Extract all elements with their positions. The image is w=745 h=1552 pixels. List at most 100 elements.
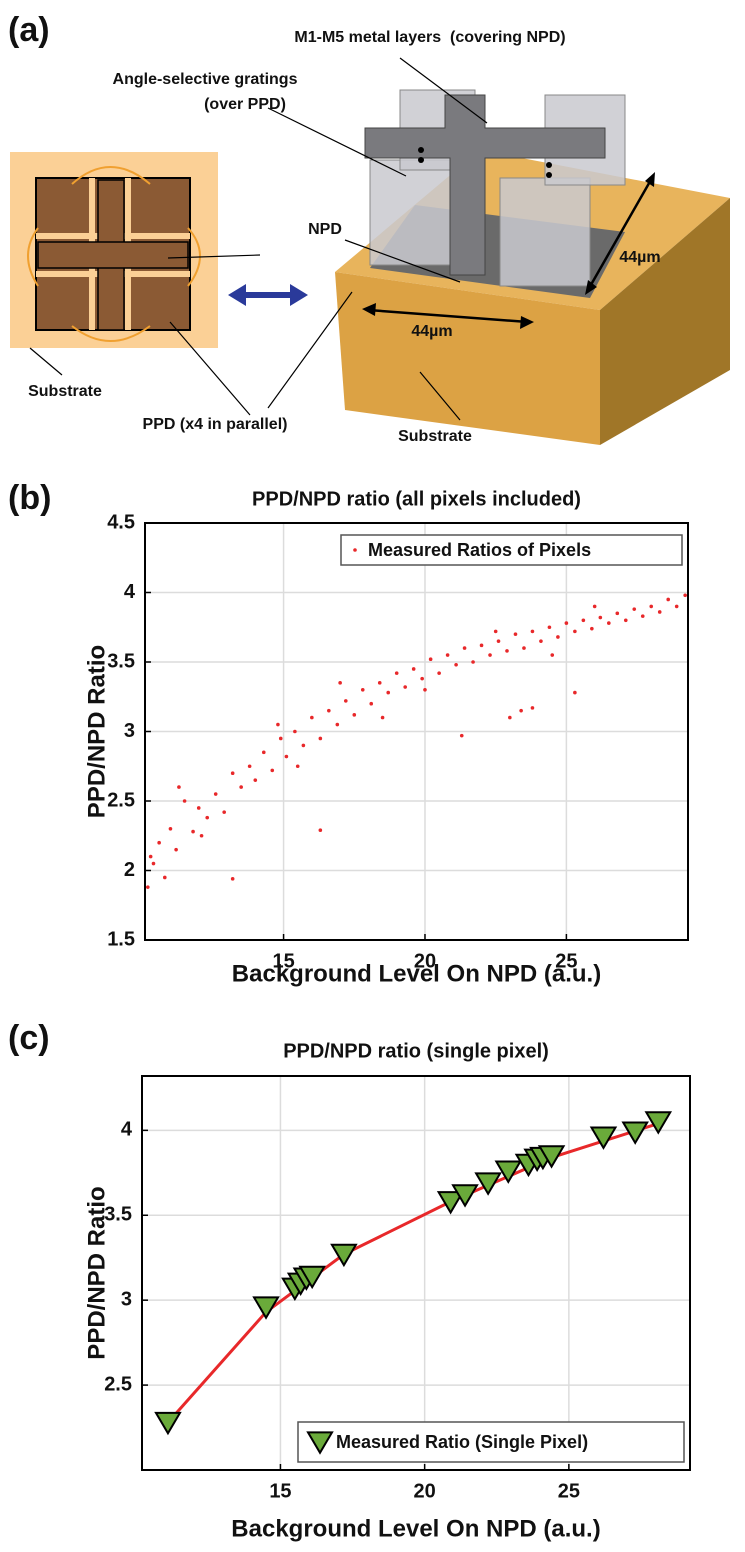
point xyxy=(454,662,458,667)
point xyxy=(530,706,535,710)
point xyxy=(488,653,492,657)
point xyxy=(674,604,679,609)
y-tick-label: 3 xyxy=(124,720,135,742)
legend-label: Measured Ratio (Single Pixel) xyxy=(336,1432,588,1452)
point xyxy=(293,729,297,734)
point xyxy=(327,708,331,713)
point xyxy=(284,754,289,759)
point xyxy=(550,653,555,657)
label: NPD xyxy=(308,221,342,238)
point xyxy=(471,660,475,664)
dimension-line xyxy=(367,177,654,324)
point xyxy=(230,771,235,775)
point xyxy=(437,671,441,675)
chart-title: PPD/NPD ratio (all pixels included) xyxy=(252,488,581,510)
point xyxy=(196,806,201,810)
point xyxy=(459,733,464,738)
metal-cross xyxy=(364,94,606,276)
point xyxy=(360,688,365,692)
panel-label: (b) xyxy=(8,479,51,517)
marker xyxy=(589,1126,618,1150)
point xyxy=(377,681,382,685)
y-tick-label: 2.5 xyxy=(107,789,135,811)
point xyxy=(168,827,173,831)
point xyxy=(573,690,577,695)
point xyxy=(146,885,150,889)
diagram: (a) M1-M5 metal layers (covering NPD) An… xyxy=(8,11,730,445)
point xyxy=(581,618,586,623)
point xyxy=(270,768,275,773)
label: 44µm xyxy=(411,323,452,340)
point xyxy=(493,629,498,634)
x-tick-label: 20 xyxy=(414,950,436,972)
point xyxy=(632,607,637,611)
label: (over PPD) xyxy=(204,96,286,113)
point xyxy=(343,699,348,703)
point xyxy=(199,833,204,838)
dot xyxy=(418,157,424,163)
marker xyxy=(451,1184,479,1208)
point xyxy=(683,593,687,598)
marker xyxy=(252,1296,280,1320)
leader xyxy=(29,57,488,421)
point xyxy=(496,639,501,643)
legend-label: Measured Ratios of Pixels xyxy=(368,540,591,560)
marker xyxy=(154,1411,182,1436)
y-tick-label: 2.5 xyxy=(104,1373,132,1395)
y-tick-label: 4.5 xyxy=(107,511,135,533)
y-tick-label: 3.5 xyxy=(107,650,135,672)
y-tick-label: 1.5 xyxy=(107,928,135,950)
point xyxy=(353,548,357,552)
point xyxy=(253,778,258,782)
point xyxy=(607,621,611,625)
arrow-head xyxy=(228,284,308,306)
marker xyxy=(474,1172,502,1196)
point xyxy=(338,681,342,685)
point xyxy=(623,618,628,623)
point xyxy=(222,810,226,814)
point xyxy=(411,667,416,671)
label: Angle-selective gratings xyxy=(113,71,298,88)
point xyxy=(519,708,523,713)
point xyxy=(247,764,252,769)
chart-title: PPD/NPD ratio (single pixel) xyxy=(283,1040,549,1062)
point xyxy=(335,722,340,727)
point xyxy=(530,629,535,634)
point xyxy=(369,701,374,706)
legend-box xyxy=(340,534,683,566)
point xyxy=(148,854,153,859)
x-tick-label: 25 xyxy=(558,1480,580,1502)
y-axis-label: PPD/NPD Ratio xyxy=(83,645,110,818)
point xyxy=(590,626,594,631)
label: 44µm xyxy=(619,249,660,266)
point xyxy=(403,685,407,689)
point xyxy=(276,722,280,727)
y-tick-label: 2 xyxy=(124,859,135,881)
point xyxy=(649,604,654,609)
panel-label: (c) xyxy=(8,1019,50,1057)
x-axis-label: Background Level On NPD (a.u.) xyxy=(231,1515,600,1542)
point xyxy=(278,736,283,741)
point xyxy=(205,815,210,820)
marker xyxy=(330,1243,358,1268)
point xyxy=(213,792,218,796)
point xyxy=(423,688,427,692)
point xyxy=(573,629,577,634)
point xyxy=(547,625,552,630)
marker xyxy=(621,1121,649,1145)
label: Substrate xyxy=(28,383,102,400)
point xyxy=(479,643,484,648)
point xyxy=(539,639,543,643)
label: PPD (x4 in parallel) xyxy=(143,416,288,433)
point xyxy=(162,875,167,880)
point xyxy=(666,597,671,602)
x-tick-label: 15 xyxy=(269,1480,291,1502)
grating-box xyxy=(369,159,451,266)
point xyxy=(657,610,662,614)
marker xyxy=(298,1265,326,1290)
point xyxy=(352,713,357,717)
point xyxy=(261,750,266,755)
point xyxy=(182,799,187,803)
point xyxy=(592,604,597,609)
point xyxy=(310,715,314,720)
